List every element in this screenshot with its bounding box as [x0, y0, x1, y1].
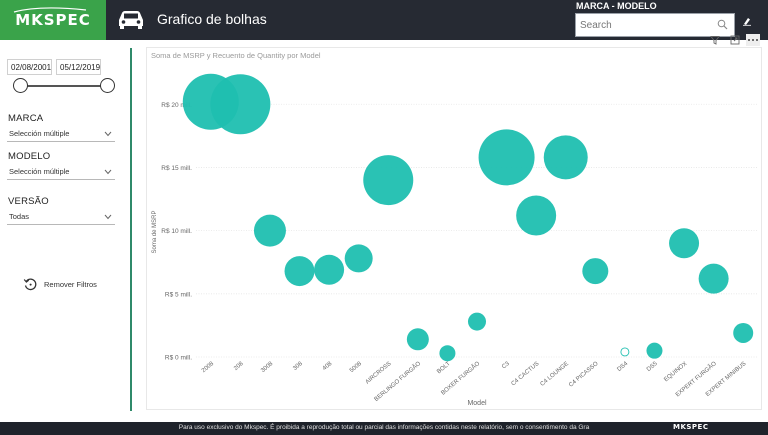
bubble-equinox[interactable]: [669, 228, 700, 259]
chevron-down-icon: [104, 214, 112, 220]
versao-dropdown-value: Todas: [9, 212, 30, 221]
bubble-boxer-furg-o[interactable]: [468, 312, 486, 331]
search-box[interactable]: [575, 13, 735, 37]
bubble-bolt[interactable]: [439, 345, 456, 362]
y-tick-label: R$ 5 mill.: [165, 291, 192, 298]
x-tick-label: C4 PICASSO: [568, 361, 600, 389]
bubble-expert-furg-o[interactable]: [698, 263, 729, 294]
pane-divider: [130, 48, 132, 411]
footer-bar: Para uso exclusivo do Mkspec. É proibida…: [0, 422, 768, 435]
reset-filters-button[interactable]: Remover Filtros: [23, 276, 103, 292]
bubble-ds4[interactable]: [620, 347, 630, 357]
visual-filter-icon[interactable]: [708, 34, 722, 46]
focus-mode-icon[interactable]: [728, 34, 742, 46]
x-axis-label: Model: [467, 400, 487, 407]
bubble-c3[interactable]: [478, 129, 535, 186]
date-range-end-handle[interactable]: [100, 78, 115, 93]
marca-dropdown-value: Selección múltiple: [9, 129, 70, 138]
x-tick-label: C3: [501, 361, 511, 371]
bubble-berlingo-furg-o[interactable]: [406, 328, 429, 351]
x-tick-label: BOLT: [436, 361, 452, 376]
more-options-icon[interactable]: [746, 34, 760, 46]
x-tick-label: 308: [292, 361, 304, 372]
x-tick-label: 2008: [201, 361, 216, 375]
x-tick-label: DS4: [616, 361, 629, 374]
chevron-down-icon: [104, 169, 112, 175]
modelo-dropdown-value: Selección múltiple: [9, 167, 70, 176]
bubble-ds5[interactable]: [646, 342, 663, 359]
y-tick-label: R$ 20 mill.: [161, 102, 192, 109]
bubble-series[interactable]: [182, 73, 754, 362]
chevron-down-icon: [104, 131, 112, 137]
reset-icon: [23, 278, 37, 290]
x-tick-label: BERLINGO FURGÃO: [373, 360, 422, 403]
y-axis-label: Soma de MSRP: [152, 210, 158, 253]
chart-gridlines: [196, 103, 758, 358]
x-tick-label: DS5: [646, 361, 659, 374]
date-start-field[interactable]: 02/08/2001: [7, 59, 52, 75]
logo-text: MKSPEC: [15, 11, 91, 29]
y-axis-ticks: R$ 0 mill. R$ 5 mill. R$ 10 mill. R$ 15 mil…: [161, 102, 192, 362]
y-tick-label: R$ 0 mill.: [165, 355, 192, 362]
car-icon: [119, 11, 143, 29]
x-tick-label: 5008: [349, 361, 364, 375]
page-title: Grafico de bolhas: [157, 11, 267, 27]
y-tick-label: R$ 15 mill.: [161, 165, 192, 172]
versao-label: VERSÃO: [8, 196, 49, 207]
search-input[interactable]: [580, 18, 710, 33]
chart-title: Soma de MSRP y Recuento de Quantity por …: [151, 51, 321, 60]
search-icon[interactable]: [717, 19, 728, 30]
footer-logo: MKSPEC: [673, 423, 709, 431]
bubble-c4-lounge[interactable]: [543, 135, 588, 180]
modelo-dropdown[interactable]: Selección múltiple: [7, 165, 115, 180]
bubble-chart[interactable]: Soma de MSRP y Recuento de Quantity por …: [146, 47, 762, 410]
reset-filters-label: Remover Filtros: [44, 279, 97, 289]
marca-label: MARCA: [8, 113, 44, 124]
x-tick-label: C4 CACTUS: [511, 361, 541, 387]
marca-dropdown[interactable]: Selección múltiple: [7, 127, 115, 142]
date-range-slider-track[interactable]: [20, 85, 107, 87]
eraser-icon[interactable]: [742, 16, 752, 26]
brand-logo: MKSPEC: [0, 0, 106, 40]
logo-swoosh-icon: [13, 7, 87, 13]
date-end-field[interactable]: 05/12/2019: [56, 59, 101, 75]
top-header: MKSPEC Grafico de bolhas MARCA - MODELO: [0, 0, 768, 40]
bubble-c4-cactus[interactable]: [516, 195, 557, 236]
footer-disclaimer: Para uso exclusivo do Mkspec. É proibida…: [178, 424, 590, 431]
date-range-start-handle[interactable]: [13, 78, 28, 93]
x-tick-label: EQUINOX: [663, 361, 688, 383]
x-tick-label: 408: [322, 361, 334, 372]
x-tick-label: AIRCROSS: [365, 361, 393, 386]
bubble-308[interactable]: [284, 256, 315, 287]
bubble-c4-picasso[interactable]: [582, 258, 609, 285]
marca-modelo-label: MARCA - MODELO: [576, 1, 657, 11]
y-tick-label: R$ 10 mill.: [161, 228, 192, 235]
bubble-expert-minibus[interactable]: [733, 322, 754, 343]
bubble-208[interactable]: [210, 74, 271, 135]
bubble-408[interactable]: [314, 254, 345, 285]
bubble-5008[interactable]: [344, 244, 373, 273]
filter-pane: [0, 40, 130, 412]
x-tick-label: C4 LOUNGE: [540, 361, 570, 388]
versao-dropdown[interactable]: Todas: [7, 210, 115, 225]
x-tick-label: 3008: [260, 361, 275, 375]
bubble-aircross[interactable]: [363, 155, 414, 206]
x-tick-label: 208: [233, 361, 245, 372]
modelo-label: MODELO: [8, 151, 51, 162]
bubble-3008[interactable]: [253, 214, 286, 247]
